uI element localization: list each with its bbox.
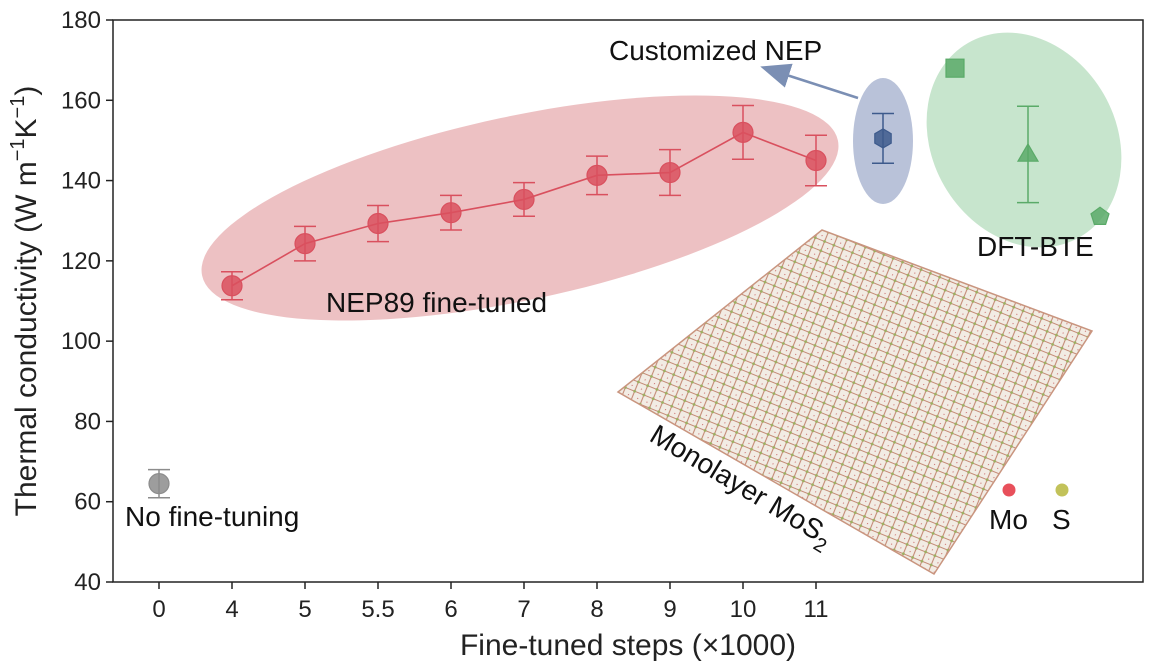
data-point-circle <box>659 161 681 184</box>
y-tick-label: 140 <box>61 168 101 195</box>
data-point-circle <box>732 121 754 143</box>
x-tick-label: 8 <box>590 596 603 623</box>
data-point-triangle <box>1016 142 1040 162</box>
mos2-lattice-sheet <box>616 229 1094 576</box>
x-tick-label: 4 <box>225 596 238 623</box>
data-point-square <box>945 58 965 78</box>
y-tick-label: 40 <box>74 569 101 596</box>
customized-label: Customized NEP <box>609 35 822 66</box>
data-point-circle <box>440 202 462 224</box>
dft-label: DFT-BTE <box>977 231 1094 262</box>
nep89-label: NEP89 fine-tuned <box>326 287 547 318</box>
s-legend-marker <box>1055 483 1069 497</box>
x-tick-label: 6 <box>444 596 457 623</box>
data-point-circle <box>294 232 316 255</box>
data-marks <box>148 58 1110 499</box>
dft-highlight-ellipse <box>926 32 1122 248</box>
data-point-pentagon <box>1090 206 1110 225</box>
y-tick-label: 160 <box>61 87 101 114</box>
x-axis: 0 4 5 5.5 6 7 8 9 10 11 <box>152 582 828 623</box>
data-point-hexagon <box>874 128 892 149</box>
x-tick-label: 0 <box>152 596 165 623</box>
mo-legend-marker <box>1002 483 1016 497</box>
x-tick-label: 7 <box>517 596 530 623</box>
mos2-structure-inset: Monolayer MoS2 Mo S <box>616 229 1094 576</box>
mo-legend-label: Mo <box>989 504 1028 535</box>
data-point-circle <box>805 149 827 172</box>
data-point-circle <box>513 188 535 211</box>
y-tick-label: 80 <box>74 408 101 435</box>
x-tick-label: 11 <box>804 596 829 623</box>
data-point-circle <box>586 164 608 186</box>
x-axis-label: Fine-tuned steps (×1000) <box>460 629 796 662</box>
y-axis: 40 60 80 100 120 140 160 180 <box>61 7 113 596</box>
y-tick-label: 100 <box>61 328 101 355</box>
x-tick-label: 5.5 <box>361 596 394 623</box>
y-tick-label: 180 <box>61 7 101 34</box>
no-finetune-label: No fine-tuning <box>125 501 299 532</box>
x-tick-label: 9 <box>663 596 676 623</box>
plot-frame <box>112 19 1144 583</box>
y-tick-label: 120 <box>61 248 101 275</box>
y-axis-label: Thermal conductivity (W m−1K−1) <box>7 86 43 517</box>
data-point-circle <box>221 275 243 297</box>
s-legend-label: S <box>1052 504 1071 535</box>
y-tick-label: 60 <box>74 489 101 516</box>
x-tick-label: 5 <box>298 596 311 623</box>
x-tick-label: 10 <box>730 596 757 623</box>
data-point-circle <box>148 473 170 495</box>
customized-arrow <box>760 63 859 100</box>
data-point-circle <box>367 212 389 235</box>
